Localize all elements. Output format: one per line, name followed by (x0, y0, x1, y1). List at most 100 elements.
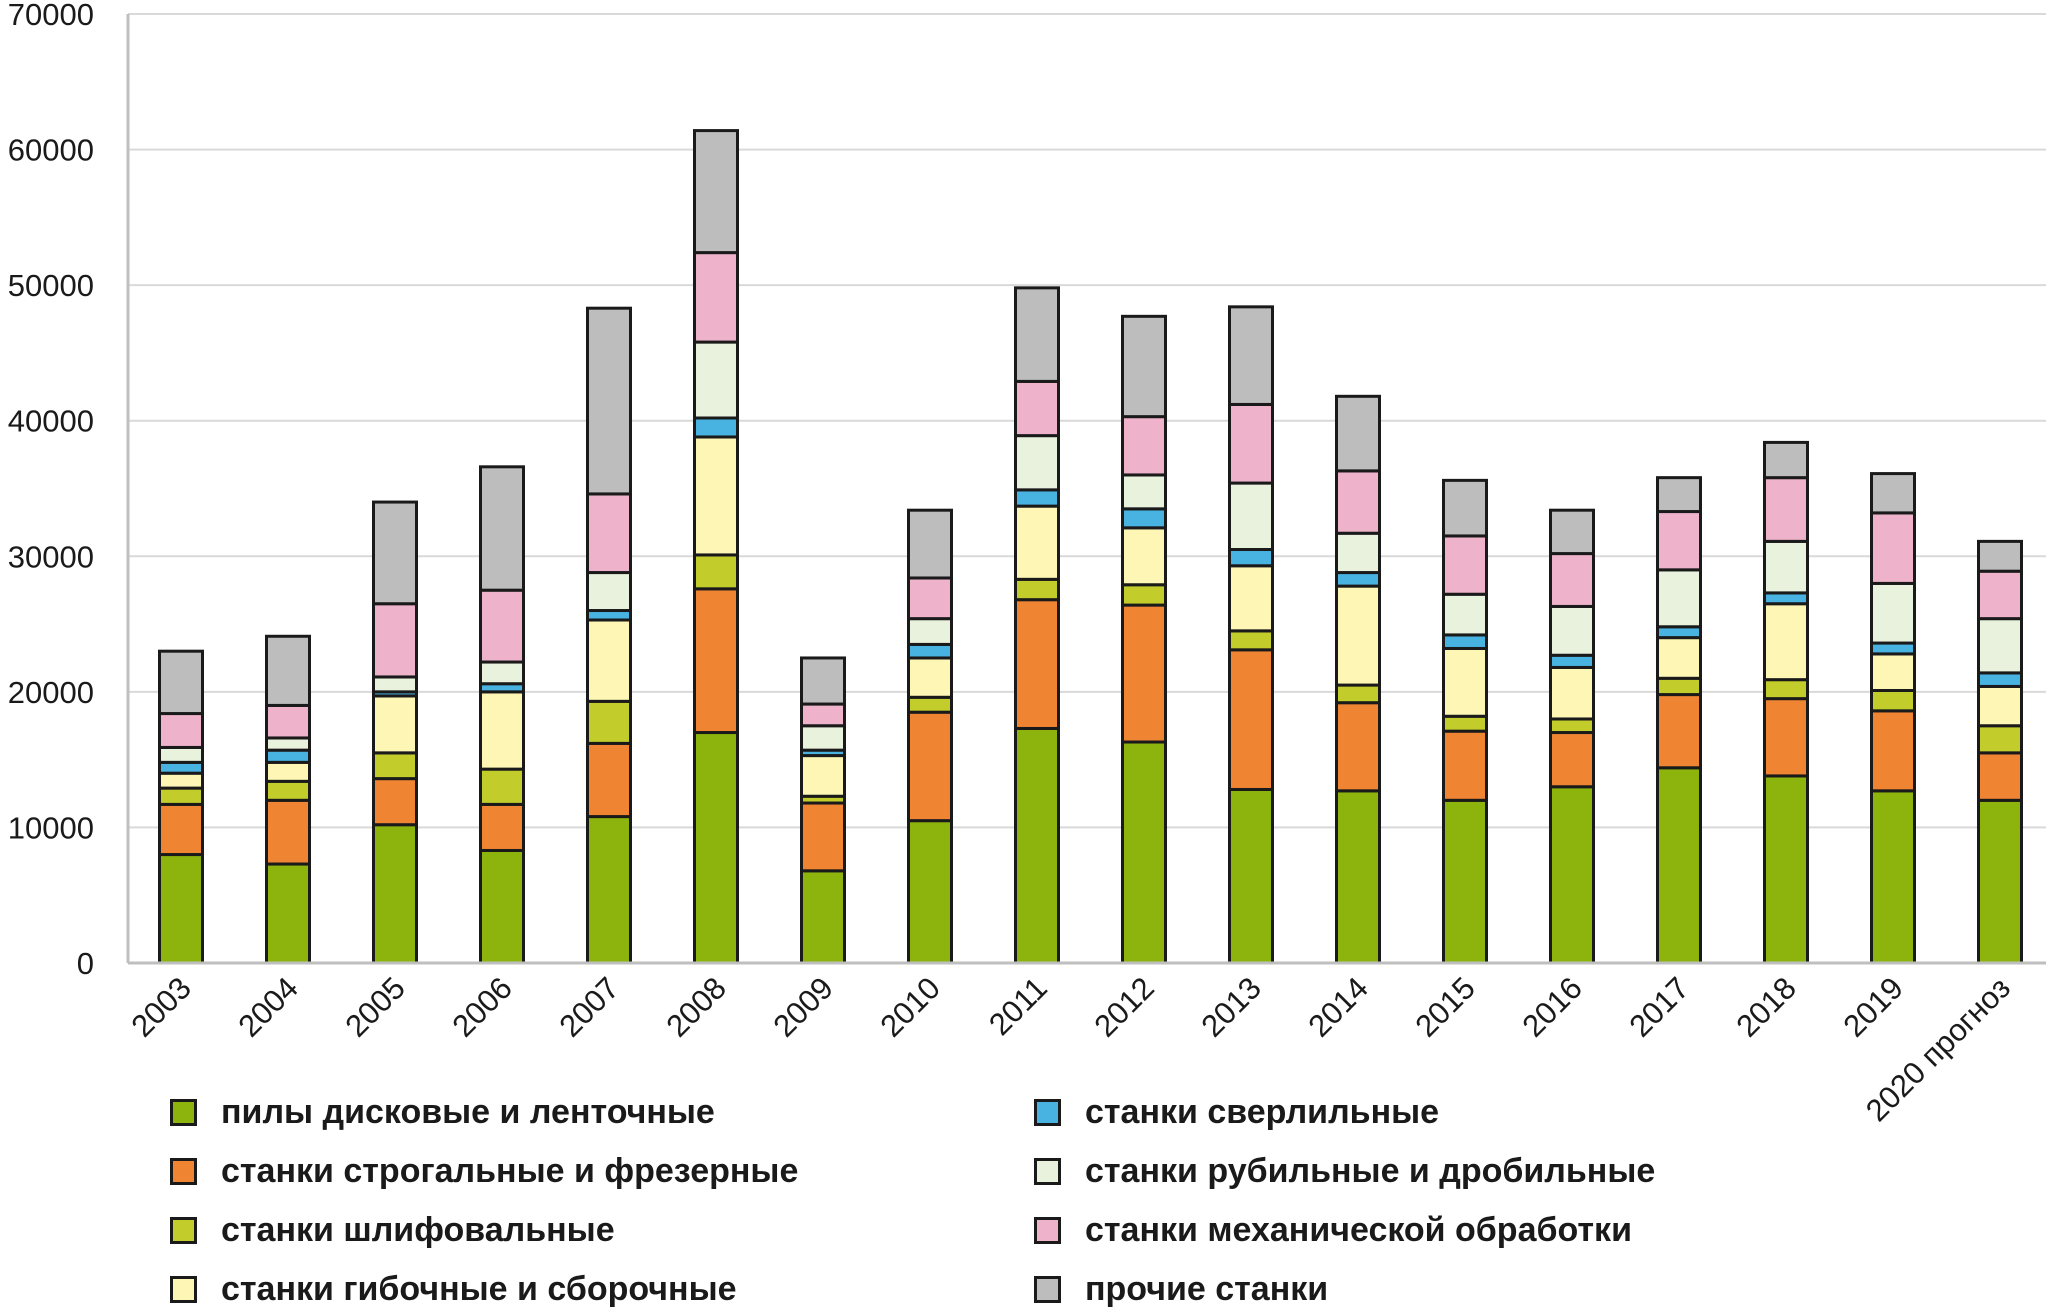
bar-segment (1014, 504, 1060, 581)
bar-segment (1442, 729, 1488, 802)
bar-segment (1228, 548, 1274, 568)
x-tick-label: 2015 (1408, 970, 1482, 1044)
x-tick-label: 2013 (1194, 970, 1268, 1044)
bar-segment (1121, 415, 1167, 477)
bar-segment (907, 576, 953, 621)
bar-segment (1656, 476, 1702, 514)
bar-segment (265, 862, 311, 965)
axes (126, 14, 2046, 965)
bar-segment (1549, 653, 1595, 669)
bar-segment (1977, 798, 2023, 965)
bar-segment (1549, 717, 1595, 735)
bar-segment (1549, 665, 1595, 721)
bar-segment (1335, 394, 1381, 473)
x-tick-label: 2007 (552, 970, 626, 1044)
bar-segment (1549, 731, 1595, 789)
bar-segment (1656, 676, 1702, 697)
bar-segment (907, 710, 953, 823)
bar-segment (265, 748, 311, 764)
bar-segment (158, 853, 204, 965)
bar-segment (372, 751, 418, 781)
bar-segment (1121, 603, 1167, 744)
bar-segment (1442, 798, 1488, 965)
bar-segment (1656, 568, 1702, 629)
bar-segment (1763, 539, 1809, 595)
bar-segment (693, 129, 739, 255)
bar-segment (1977, 684, 2023, 728)
bar-segment (693, 435, 739, 557)
bars (158, 129, 2023, 965)
bar-segment (1656, 636, 1702, 680)
bar-segment (1763, 697, 1809, 778)
bar-segment (1549, 785, 1595, 965)
bar-segment (1014, 488, 1060, 508)
x-tick-label: 2016 (1515, 970, 1589, 1044)
bar-segment (479, 465, 525, 592)
x-tick-label: 2012 (1087, 970, 1161, 1044)
bar-segment (265, 760, 311, 783)
bar-segment (586, 741, 632, 819)
bar-segment (1228, 402, 1274, 485)
bar-segment (907, 819, 953, 965)
bar-segment (158, 712, 204, 749)
x-tick-label: 2017 (1622, 970, 1696, 1044)
bar-segment (800, 724, 846, 752)
bar-segment (1977, 539, 2023, 573)
bar-segment (1870, 709, 1916, 793)
x-tick-label: 2003 (124, 970, 198, 1044)
bar-segment (1228, 629, 1274, 652)
bar-segment (1121, 473, 1167, 511)
x-tick-label: 2011 (982, 970, 1054, 1042)
bar-segment (1121, 314, 1167, 419)
bar-segment (265, 703, 311, 740)
y-tick-label: 10000 (8, 810, 94, 845)
bar-segment (1335, 789, 1381, 965)
bar-segment (1228, 305, 1274, 406)
bar-segment (800, 869, 846, 965)
bar-segment (1335, 584, 1381, 687)
x-tick-label: 2018 (1729, 970, 1803, 1044)
bar-segment (1977, 724, 2023, 755)
x-tick-label: 2005 (338, 970, 412, 1044)
bar-segment (372, 675, 418, 694)
y-tick-label: 70000 (8, 0, 94, 32)
x-tick-label: 2008 (659, 970, 733, 1044)
x-tick-label: 2006 (445, 970, 519, 1044)
bar-segment (1228, 787, 1274, 965)
bar-segment (586, 492, 632, 575)
bar-segment (1763, 602, 1809, 682)
bar-segment (693, 340, 739, 420)
bar-segment (1549, 508, 1595, 556)
bar-segment (158, 760, 204, 775)
bar-segment (1656, 766, 1702, 965)
bar-segment (372, 823, 418, 965)
bar-segment (1656, 625, 1702, 640)
bar-segment (1442, 714, 1488, 733)
x-tick-label: 2014 (1301, 970, 1375, 1044)
bar-segment (907, 642, 953, 660)
bar-segment (1763, 476, 1809, 543)
bar-segment (693, 553, 739, 591)
bar-segment (158, 745, 204, 764)
bar-segment (693, 251, 739, 344)
y-tick-label: 50000 (8, 268, 94, 303)
bar-segment (1870, 511, 1916, 585)
bar-segment (586, 699, 632, 745)
bar-segment (1656, 510, 1702, 572)
bar-segment (586, 618, 632, 703)
bar-segment (1763, 591, 1809, 606)
bar-segment (1870, 789, 1916, 965)
bar-segment (265, 634, 311, 707)
bar-segment (479, 660, 525, 686)
bar-segment (1442, 592, 1488, 637)
bar-segment (1549, 552, 1595, 608)
bar-segment (372, 500, 418, 606)
bar-segment (1014, 598, 1060, 730)
bar-segment (1977, 569, 2023, 621)
y-tick-label: 20000 (8, 675, 94, 710)
bar-segment (800, 754, 846, 798)
bar-segment (1335, 469, 1381, 535)
bar-segment (800, 801, 846, 873)
y-tick-label: 60000 (8, 133, 94, 168)
